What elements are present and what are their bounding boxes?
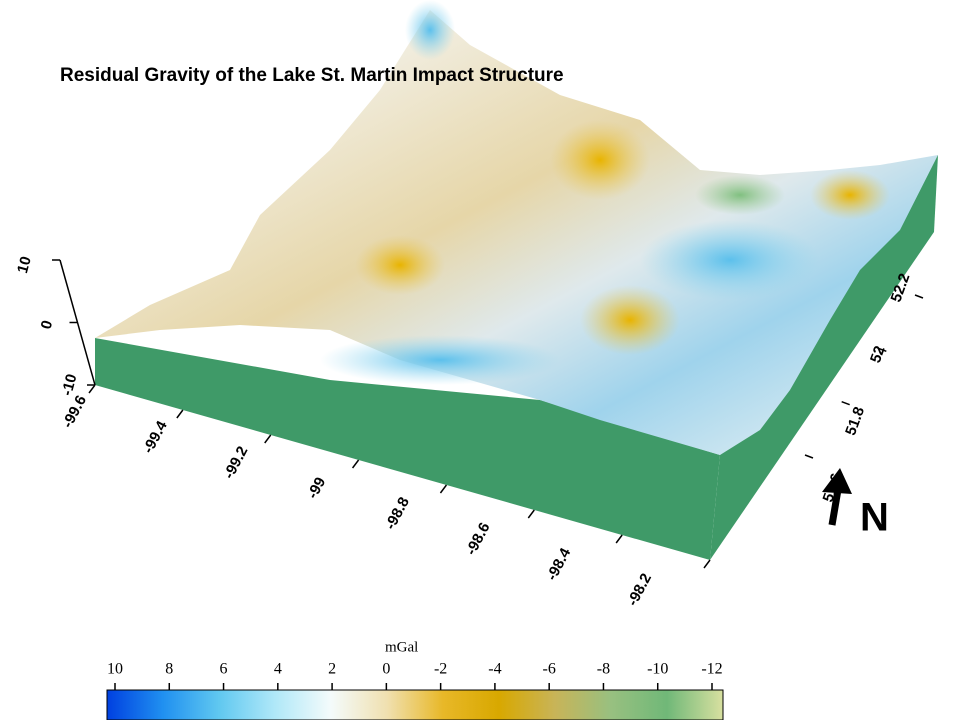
colorbar-tick-label: 10: [107, 661, 123, 678]
colorbar-tick-label: 6: [220, 661, 228, 678]
surface-low: [320, 335, 560, 385]
colorbar-label: mGal: [385, 639, 418, 655]
surface-high: [355, 235, 445, 295]
y-tick: [878, 347, 887, 353]
x-tick: [264, 434, 272, 444]
surface-low: [640, 220, 820, 300]
y-tick-label: 51.8: [842, 405, 868, 438]
surface-high: [810, 170, 890, 220]
x-tick-label: -98.4: [543, 545, 574, 584]
x-tick: [88, 384, 96, 394]
z-tick-label: -10: [58, 372, 80, 397]
surface-high: [550, 120, 650, 200]
colorbar-tick-label: 0: [382, 661, 390, 678]
surface-plot: [95, 0, 938, 560]
colorbar: [106, 689, 724, 720]
x-tick: [615, 534, 623, 544]
colorbar-tick-label: -4: [488, 661, 501, 678]
colorbar-tick-label: -10: [647, 661, 668, 678]
north-arrow: N: [822, 468, 889, 540]
surface: [95, 10, 938, 455]
x-tick: [351, 459, 360, 469]
colorbar-tick-label: -6: [543, 661, 556, 678]
x-tick-label: -98.2: [624, 571, 655, 609]
x-tick: [527, 509, 535, 519]
colorbar-tick-label: 4: [274, 661, 282, 678]
x-tick-label: -99.2: [220, 444, 251, 482]
surface-high: [580, 285, 680, 355]
surface-low: [695, 175, 785, 215]
north-label: N: [860, 496, 889, 540]
z-tick-label: 10: [14, 255, 35, 276]
y-tick: [804, 454, 814, 459]
y-tick: [914, 294, 924, 299]
x-tick-label: -98.6: [463, 520, 494, 558]
x-tick: [439, 484, 448, 494]
y-tick: [841, 400, 850, 406]
x-tick-label: -99.4: [140, 418, 171, 457]
colorbar-tick-label: -8: [597, 661, 610, 678]
x-tick-label: -98.8: [382, 494, 413, 532]
surface-low: [405, 0, 455, 60]
x-tick-label: -99: [304, 474, 329, 501]
colorbar-tick-label: 2: [328, 661, 336, 678]
chart-title: Residual Gravity of the Lake St. Martin …: [60, 65, 564, 86]
x-tick: [703, 559, 711, 569]
side-wall: [710, 155, 938, 560]
z-tick-label: 0: [38, 319, 57, 331]
y-tick-label: 52: [867, 344, 889, 365]
x-tick: [176, 409, 184, 419]
front-wall: [95, 338, 720, 560]
colorbar-tick-label: 8: [165, 661, 173, 678]
colorbar-tick-label: -2: [434, 661, 447, 678]
colorbar-tick-label: -12: [701, 661, 722, 678]
